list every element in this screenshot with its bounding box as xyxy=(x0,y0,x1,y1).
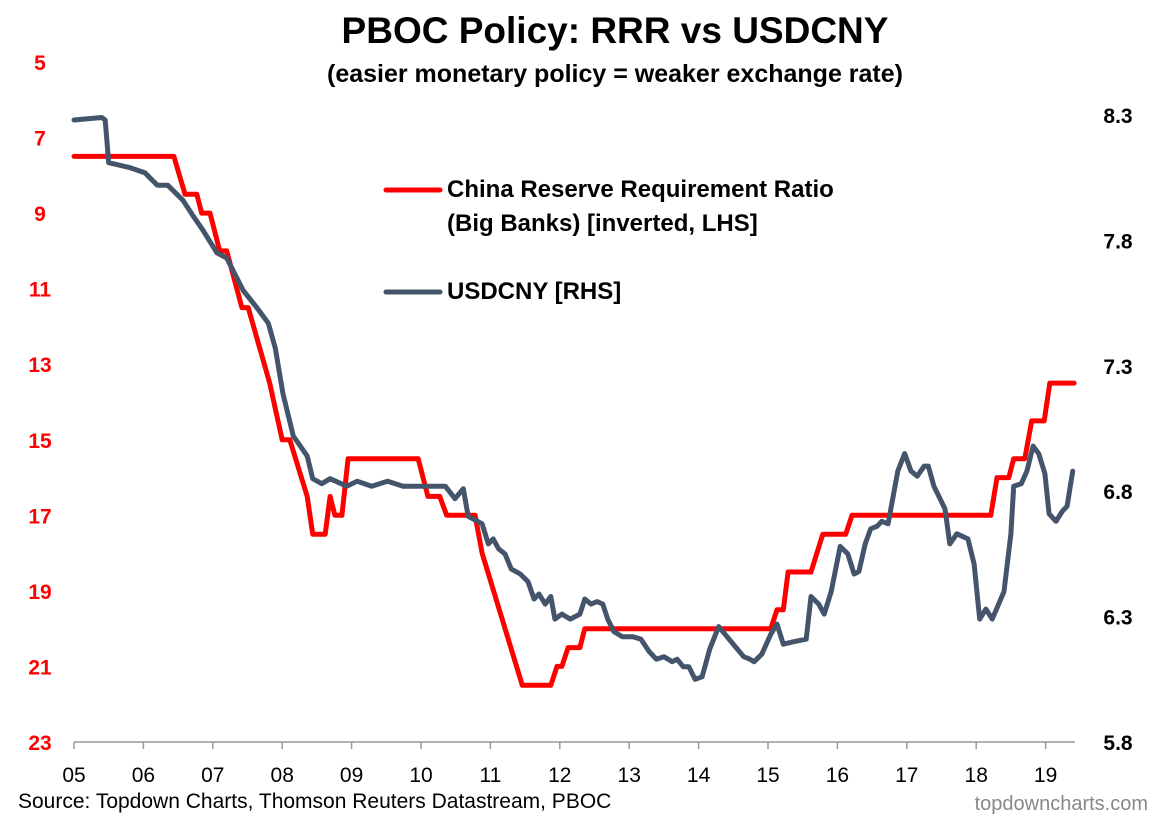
left-axis-tick-label: 9 xyxy=(34,203,46,226)
x-tick-label: 19 xyxy=(1034,764,1057,787)
x-tick-label: 06 xyxy=(132,764,155,787)
right-axis-tick-label: 7.3 xyxy=(1103,356,1132,379)
series-line-usdcny xyxy=(71,115,1076,682)
x-tick-label: 15 xyxy=(756,764,779,787)
x-tick-label: 13 xyxy=(618,764,641,787)
x-tick-label: 18 xyxy=(965,764,988,787)
left-axis-tick-label: 21 xyxy=(28,656,52,679)
left-axis-tick-label: 19 xyxy=(28,581,51,604)
chart-title: PBOC Policy: RRR vs USDCNY xyxy=(341,10,889,51)
x-tick-label: 10 xyxy=(409,764,432,787)
x-tick-label: 11 xyxy=(479,764,501,787)
x-tick-label: 07 xyxy=(201,764,224,787)
x-tick-label: 05 xyxy=(62,764,85,787)
right-axis-tick-label: 7.8 xyxy=(1103,230,1133,253)
left-axis-tick-label: 13 xyxy=(28,354,51,377)
right-axis-tick-label: 8.3 xyxy=(1103,105,1132,128)
left-axis-tick-label: 23 xyxy=(28,732,51,755)
legend-label-usdcny: USDCNY [RHS] xyxy=(447,278,622,305)
x-tick-label: 08 xyxy=(271,764,294,787)
left-axis-tick-label: 15 xyxy=(28,430,52,453)
legend-label-rrr: China Reserve Requirement Ratio (Big Ban… xyxy=(447,173,834,241)
left-axis-tick-label: 7 xyxy=(34,128,46,151)
chart-subtitle: (easier monetary policy = weaker exchang… xyxy=(327,60,903,88)
watermark: topdowncharts.com xyxy=(974,793,1148,815)
x-tick-label: 09 xyxy=(340,764,363,787)
left-axis-tick-label: 17 xyxy=(28,505,51,528)
source-note: Source: Topdown Charts, Thomson Reuters … xyxy=(18,790,612,813)
x-tick-label: 17 xyxy=(895,764,918,787)
x-tick-label: 12 xyxy=(548,764,571,787)
legend-label-rrr-line2: (Big Banks) [inverted, LHS] xyxy=(447,210,758,237)
legend-label-rrr-line1: China Reserve Requirement Ratio xyxy=(447,176,834,203)
right-axis-tick-label: 5.8 xyxy=(1103,732,1133,755)
x-tick-label: 14 xyxy=(687,764,711,787)
left-axis-tick-label: 11 xyxy=(29,279,52,302)
right-axis-tick-label: 6.3 xyxy=(1103,607,1132,630)
x-tick-label: 16 xyxy=(826,764,849,787)
left-axis-tick-label: 5 xyxy=(34,52,46,75)
right-axis-tick-label: 6.8 xyxy=(1103,481,1133,504)
